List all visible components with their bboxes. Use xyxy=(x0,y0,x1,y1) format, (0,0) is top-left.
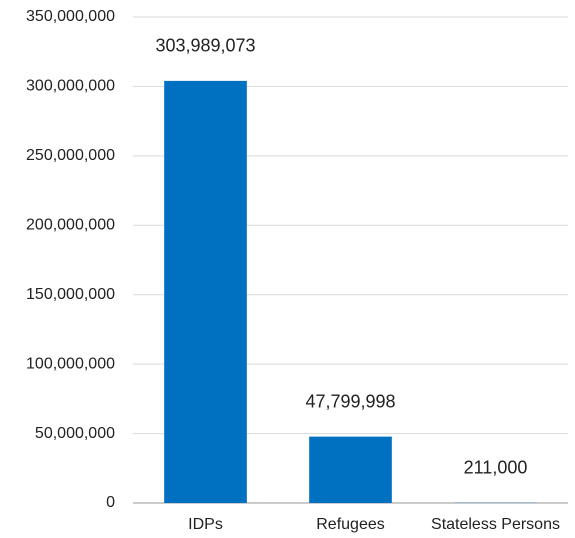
value-label: 303,989,073 xyxy=(155,36,255,56)
x-tick-label: Stateless Persons xyxy=(431,516,560,533)
value-label: 211,000 xyxy=(464,457,528,477)
y-tick-label: 100,000,000 xyxy=(26,355,115,372)
y-tick-label: 200,000,000 xyxy=(26,217,115,234)
y-tick-label: 50,000,000 xyxy=(35,425,115,442)
y-tick-label: 350,000,000 xyxy=(26,8,115,25)
y-tick-label: 300,000,000 xyxy=(26,78,115,95)
y-tick-label: 250,000,000 xyxy=(26,147,115,164)
bar xyxy=(309,436,392,503)
y-tick-label: 0 xyxy=(106,494,115,511)
x-tick-label: IDPs xyxy=(188,516,223,533)
value-label: 47,799,998 xyxy=(305,391,395,411)
bar xyxy=(164,80,247,503)
y-tick-label: 150,000,000 xyxy=(26,286,115,303)
x-tick-label: Refugees xyxy=(316,516,385,533)
